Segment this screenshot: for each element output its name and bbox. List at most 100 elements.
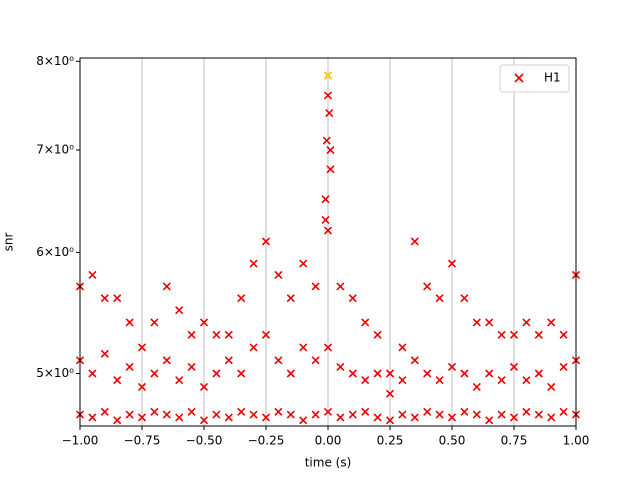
point [311, 410, 320, 419]
x-tick-label: −0.25 [248, 434, 285, 448]
marker-stroke [187, 407, 196, 416]
point [150, 369, 159, 378]
point [423, 407, 432, 416]
marker-stroke [187, 362, 196, 371]
point [472, 382, 481, 391]
point [237, 369, 246, 378]
point [249, 410, 258, 419]
x-tick-label: 0.00 [315, 434, 342, 448]
marker-stroke [385, 389, 395, 398]
marker-stroke [323, 91, 333, 100]
marker-stroke [336, 362, 345, 371]
point [348, 369, 357, 378]
point [321, 195, 330, 204]
point [547, 318, 556, 327]
x-tick-label: −0.75 [124, 434, 161, 448]
marker-stroke [361, 407, 370, 416]
point [336, 282, 345, 291]
point [261, 330, 271, 339]
point [325, 109, 334, 118]
marker-stroke [113, 376, 122, 385]
point [224, 330, 233, 339]
marker-stroke [137, 382, 147, 391]
marker-stroke [472, 382, 481, 391]
marker-stroke [435, 376, 444, 385]
point [187, 362, 196, 371]
point [348, 410, 357, 419]
marker-stroke [286, 369, 295, 378]
marker-stroke [323, 226, 333, 235]
marker-stroke [261, 237, 271, 246]
marker-stroke [199, 382, 209, 391]
marker-stroke [224, 356, 233, 365]
point [274, 270, 283, 279]
marker-stroke [485, 369, 494, 378]
point [311, 282, 320, 291]
point [150, 407, 159, 416]
point [385, 369, 395, 378]
legend-box [499, 64, 570, 93]
marker-stroke [274, 270, 283, 279]
point [322, 136, 331, 145]
point [249, 343, 258, 352]
marker-stroke [559, 362, 568, 371]
marker-stroke [237, 369, 246, 378]
point [485, 318, 494, 327]
marker-stroke [410, 237, 419, 246]
marker-stroke [88, 369, 97, 378]
point [286, 369, 295, 378]
marker-stroke [162, 282, 171, 291]
marker-stroke [373, 369, 382, 378]
marker-stroke [113, 294, 122, 303]
point [224, 413, 233, 422]
marker-stroke [249, 410, 258, 419]
y-tick-label: 5×10⁰ [36, 366, 74, 380]
point [237, 294, 246, 303]
point [385, 389, 395, 398]
highlight-point [323, 71, 333, 80]
point [261, 413, 271, 422]
point [321, 215, 330, 225]
marker-stroke [100, 294, 109, 303]
marker-stroke [435, 294, 444, 303]
marker-stroke [261, 413, 271, 422]
marker-stroke [199, 318, 209, 327]
point [175, 306, 184, 315]
point [323, 407, 333, 416]
point [522, 318, 531, 327]
point [385, 416, 395, 425]
point [547, 413, 556, 422]
point [547, 382, 556, 391]
x-tick-label: −1.00 [62, 434, 99, 448]
point [435, 294, 444, 303]
point [447, 259, 457, 268]
marker-stroke [286, 294, 295, 303]
point [137, 343, 147, 352]
point [559, 407, 568, 416]
point [435, 410, 444, 419]
point [261, 237, 271, 246]
point [509, 413, 519, 422]
point [336, 362, 345, 371]
point [299, 416, 308, 425]
marker-stroke [435, 410, 444, 419]
marker-stroke [410, 413, 419, 422]
marker-stroke [559, 330, 568, 339]
marker-stroke [299, 416, 308, 425]
point [249, 259, 258, 268]
point [187, 330, 196, 339]
point [137, 382, 147, 391]
point [423, 282, 432, 291]
marker-stroke [485, 318, 494, 327]
point [88, 270, 97, 279]
x-tick-label: 0.50 [439, 434, 466, 448]
point [137, 413, 147, 422]
point [187, 407, 196, 416]
point [286, 410, 295, 419]
point [373, 369, 382, 378]
marker-stroke [497, 410, 506, 419]
point [199, 416, 209, 425]
point [509, 362, 519, 371]
point [460, 407, 469, 416]
point [125, 362, 134, 371]
